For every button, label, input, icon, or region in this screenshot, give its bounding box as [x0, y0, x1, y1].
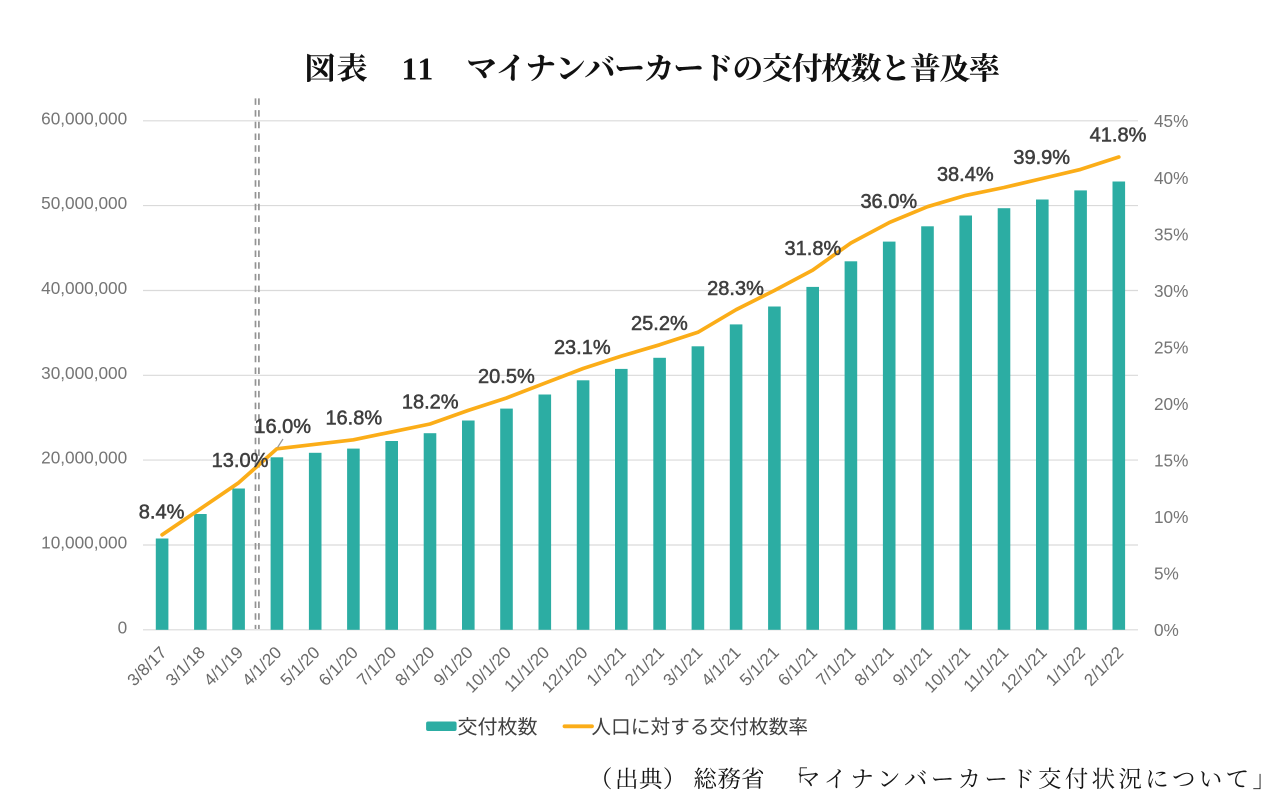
svg-text:41.8%: 41.8%: [1090, 125, 1147, 147]
svg-text:0%: 0%: [1154, 620, 1179, 640]
svg-text:25%: 25%: [1154, 337, 1188, 357]
svg-text:30%: 30%: [1154, 281, 1188, 301]
svg-text:0: 0: [118, 617, 128, 637]
svg-text:40%: 40%: [1154, 168, 1188, 188]
svg-text:20,000,000: 20,000,000: [41, 448, 127, 468]
svg-text:20%: 20%: [1154, 394, 1188, 414]
svg-text:30,000,000: 30,000,000: [41, 363, 127, 383]
svg-text:20.5%: 20.5%: [478, 366, 535, 388]
svg-text:38.4%: 38.4%: [937, 164, 994, 186]
svg-text:11: 11: [402, 51, 436, 86]
svg-text:25.2%: 25.2%: [631, 313, 688, 335]
svg-text:13.0%: 13.0%: [212, 450, 269, 472]
svg-text:40,000,000: 40,000,000: [41, 278, 127, 298]
svg-text:31.8%: 31.8%: [785, 238, 842, 260]
svg-text:5%: 5%: [1154, 564, 1179, 584]
svg-text:45%: 45%: [1154, 111, 1188, 131]
svg-text:8.4%: 8.4%: [139, 502, 185, 524]
svg-text:10%: 10%: [1154, 507, 1188, 527]
svg-text:50,000,000: 50,000,000: [41, 193, 127, 213]
svg-text:16.0%: 16.0%: [254, 416, 311, 438]
svg-text:23.1%: 23.1%: [554, 337, 611, 359]
svg-text:39.9%: 39.9%: [1013, 147, 1070, 169]
svg-text:28.3%: 28.3%: [707, 278, 764, 300]
svg-text:15%: 15%: [1154, 451, 1188, 471]
svg-text:60,000,000: 60,000,000: [41, 108, 127, 128]
svg-text:18.2%: 18.2%: [402, 392, 459, 414]
svg-text:10,000,000: 10,000,000: [41, 533, 127, 553]
svg-text:16.8%: 16.8%: [325, 408, 382, 430]
svg-text:36.0%: 36.0%: [860, 191, 917, 213]
svg-text:35%: 35%: [1154, 224, 1188, 244]
